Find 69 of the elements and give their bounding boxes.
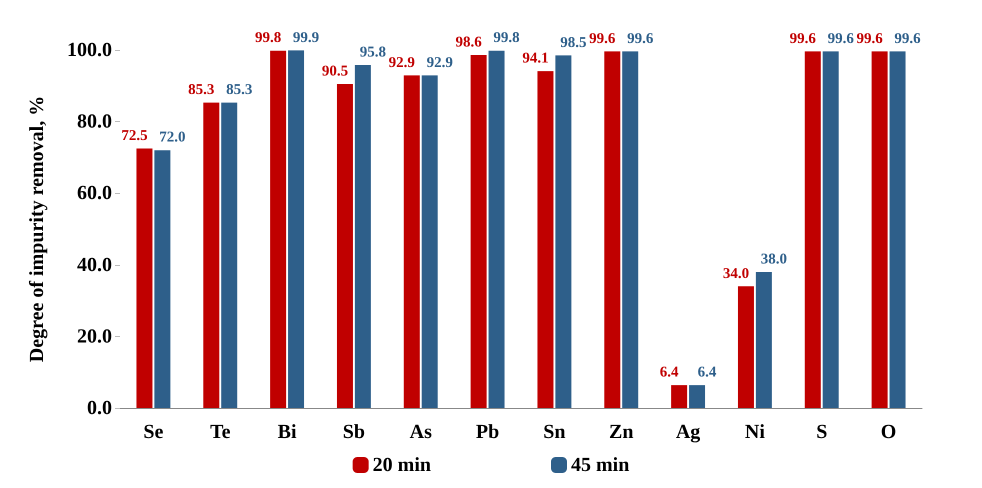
data-label: 34.0 [722, 266, 750, 282]
data-label: 99.6 [790, 30, 816, 47]
data-label: 99.6 [828, 30, 854, 47]
x-tick-label: Sb [342, 421, 366, 443]
legend-label: 20 min [372, 454, 432, 476]
bar [738, 286, 754, 408]
bar [336, 84, 353, 408]
bar [470, 55, 487, 408]
bar [404, 75, 420, 408]
bar [622, 51, 638, 408]
data-label: 99.6 [856, 30, 884, 47]
bar [872, 51, 888, 408]
data-label: 6.4 [698, 364, 717, 381]
y-tick-label: 40.0 [77, 254, 112, 276]
bar [154, 150, 170, 408]
bar [203, 102, 220, 408]
y-tick-label: 80.0 [77, 110, 112, 133]
x-tick-label: Sn [543, 421, 566, 443]
bar [890, 51, 906, 408]
data-label: 92.9 [388, 54, 415, 71]
y-tick-label: 0.0 [87, 397, 112, 419]
bar [555, 55, 572, 408]
data-label: 99.6 [894, 30, 922, 47]
bar [671, 385, 688, 408]
bar [604, 51, 620, 408]
bar [488, 50, 505, 408]
y-tick-label: 100.0 [67, 39, 112, 61]
bar [288, 50, 304, 408]
data-label: 99.9 [292, 30, 320, 46]
x-tick-label: Se [143, 421, 164, 443]
data-label: 99.8 [493, 30, 520, 46]
y-tick-label: 20.0 [77, 325, 112, 348]
x-tick-label: As [410, 421, 432, 443]
data-label: 72.0 [159, 130, 186, 146]
bar [689, 385, 706, 408]
x-tick-label: Pb [476, 421, 500, 443]
bar [270, 50, 286, 408]
data-label: 85.3 [226, 82, 252, 98]
bar [756, 272, 772, 408]
x-tick-label: Ni [744, 421, 766, 443]
bar [822, 51, 839, 408]
data-label: 98.5 [560, 34, 586, 51]
bar [422, 75, 438, 408]
data-label: 38.0 [760, 251, 787, 268]
bar [804, 51, 821, 408]
data-label: 95.8 [360, 44, 386, 61]
bar [354, 65, 371, 408]
bar [136, 148, 152, 408]
data-label: 6.4 [660, 364, 679, 381]
data-label: 72.5 [121, 128, 148, 144]
bar [221, 102, 238, 408]
legend-label: 45 min [571, 454, 630, 476]
data-label: 94.1 [522, 50, 549, 67]
data-label: 90.5 [322, 64, 348, 80]
x-tick-label: O [880, 421, 896, 443]
x-tick-label: Bi [278, 421, 297, 443]
bar [537, 71, 554, 408]
x-tick-label: Zn [609, 421, 634, 443]
data-label: 85.3 [188, 82, 214, 98]
x-tick-label: S [816, 421, 828, 443]
data-label: 99.6 [627, 30, 654, 47]
y-tick-label: 60.0 [77, 182, 112, 204]
data-label: 99.8 [255, 30, 282, 46]
data-label: 99.6 [589, 30, 616, 47]
x-tick-label: Ag [676, 421, 700, 443]
data-label: 98.6 [456, 34, 482, 51]
data-label: 92.9 [426, 54, 453, 71]
y-axis-title: Degree of impurity removal, % [26, 96, 48, 362]
x-tick-label: Te [210, 421, 231, 443]
